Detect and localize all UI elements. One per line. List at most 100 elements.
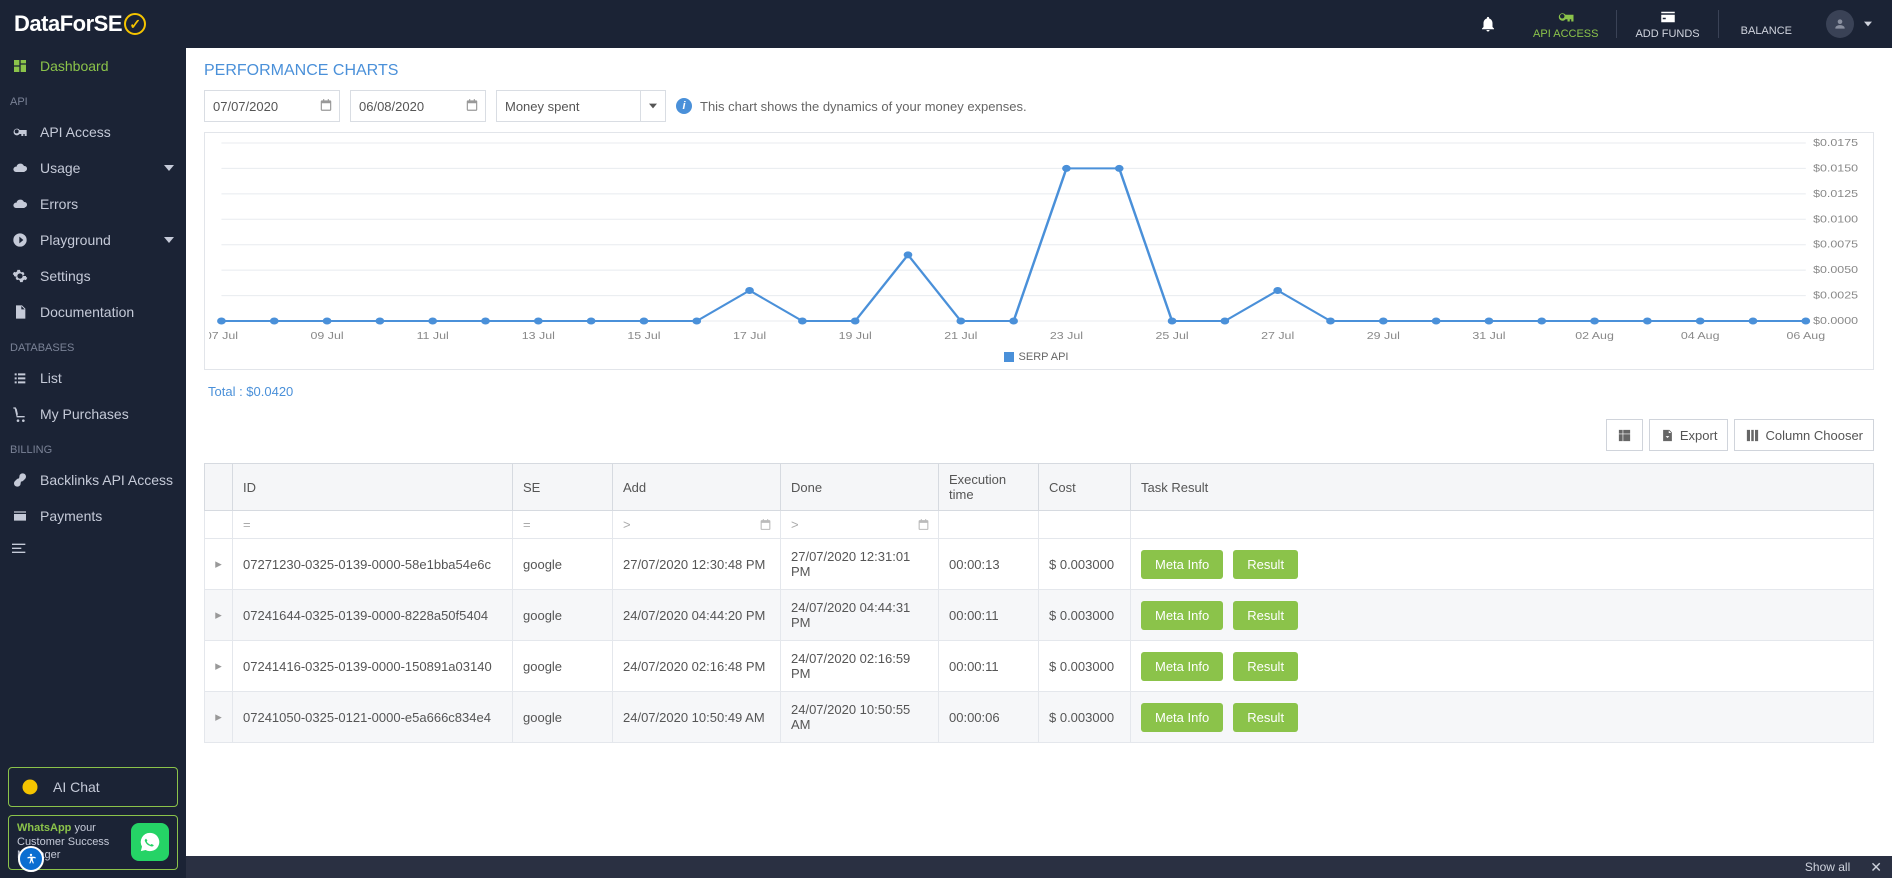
cell-exec: 00:00:06 <box>939 692 1039 743</box>
svg-text:17 Jul: 17 Jul <box>733 331 766 342</box>
col-header-exec[interactable]: Execution time <box>939 464 1039 511</box>
sidebar-item-documentation[interactable]: Documentation <box>0 294 186 330</box>
user-menu[interactable] <box>1814 10 1884 38</box>
calendar-icon <box>465 98 479 115</box>
avatar-icon <box>1826 10 1854 38</box>
sidebar-item-settings[interactable]: Settings <box>0 258 186 294</box>
chevron-down-icon <box>164 160 174 176</box>
svg-text:31 Jul: 31 Jul <box>1472 331 1505 342</box>
expand-toggle[interactable]: ▸ <box>205 590 233 641</box>
svg-text:15 Jul: 15 Jul <box>627 331 660 342</box>
result-button[interactable]: Result <box>1233 703 1298 732</box>
col-header-se[interactable]: SE <box>513 464 613 511</box>
logo-text-1: Data <box>14 11 60 37</box>
sidebar-item-list[interactable]: List <box>0 360 186 396</box>
meta-info-button[interactable]: Meta Info <box>1141 601 1223 630</box>
add-funds-label: ADD FUNDS <box>1635 28 1699 40</box>
filter-se[interactable]: = <box>513 511 613 539</box>
dashboard-icon <box>12 58 40 74</box>
sidebar-item-backlinks-api-access[interactable]: Backlinks API Access <box>0 462 186 498</box>
balance-block[interactable]: — BALANCE <box>1719 11 1814 37</box>
api-access-link[interactable]: API ACCESS <box>1515 0 1616 48</box>
legend-label: SERP API <box>1019 351 1069 363</box>
sidebar-section-api-title: API <box>0 84 186 114</box>
metric-select[interactable]: Money spent <box>496 90 666 122</box>
col-header-add[interactable]: Add <box>613 464 781 511</box>
notifications-button[interactable] <box>1461 0 1515 48</box>
svg-text:25 Jul: 25 Jul <box>1155 331 1188 342</box>
filter-exec[interactable] <box>939 511 1039 539</box>
filter-done[interactable]: > <box>781 511 939 539</box>
sidebar-item-playground[interactable]: Playground <box>0 222 186 258</box>
filter-cost[interactable] <box>1039 511 1131 539</box>
sidebar-item-errors[interactable]: Errors <box>0 186 186 222</box>
playground-icon <box>12 232 40 248</box>
sidebar-item-my-purchases[interactable]: My Purchases <box>0 396 186 432</box>
sidebar-section-billing-title: BILLING <box>0 432 186 462</box>
document-icon <box>12 304 40 320</box>
ai-chat-button[interactable]: AI Chat <box>8 767 178 807</box>
table-header-row: ID SE Add Done Execution time Cost Task … <box>205 464 1874 511</box>
sidebar-item-payments[interactable]: Payments <box>0 498 186 534</box>
expand-toggle[interactable]: ▸ <box>205 641 233 692</box>
date-from-value: 07/07/2020 <box>213 99 278 114</box>
svg-text:$0.0075: $0.0075 <box>1813 240 1858 251</box>
cell-done: 24/07/2020 02:16:59 PM <box>781 641 939 692</box>
accessibility-icon <box>24 852 38 866</box>
meta-info-button[interactable]: Meta Info <box>1141 652 1223 681</box>
sidebar: Dashboard API API Access Usage Errors Pl… <box>0 48 186 878</box>
svg-text:$0.0125: $0.0125 <box>1813 189 1858 200</box>
sidebar-item-label: Backlinks API Access <box>40 472 174 488</box>
sidebar-collapse-button[interactable] <box>0 534 186 566</box>
main-content: PERFORMANCE CHARTS 07/07/2020 06/08/2020… <box>186 48 1892 878</box>
accessibility-badge[interactable] <box>18 846 44 872</box>
chart-container: $0.0000$0.0025$0.0050$0.0075$0.0100$0.01… <box>204 132 1874 370</box>
cart-icon <box>12 406 40 422</box>
close-button[interactable]: ✕ <box>1870 859 1882 876</box>
add-funds-link[interactable]: ADD FUNDS <box>1617 0 1717 48</box>
svg-text:27 Jul: 27 Jul <box>1261 331 1294 342</box>
svg-text:23 Jul: 23 Jul <box>1050 331 1083 342</box>
col-header-id[interactable]: ID <box>233 464 513 511</box>
balance-label: BALANCE <box>1741 25 1792 37</box>
columns-icon <box>1745 428 1760 443</box>
date-from-input[interactable]: 07/07/2020 <box>204 90 340 122</box>
info-icon: i <box>676 98 692 114</box>
info-message: This chart shows the dynamics of your mo… <box>700 99 1027 114</box>
result-button[interactable]: Result <box>1233 550 1298 579</box>
sidebar-item-dashboard[interactable]: Dashboard <box>0 48 186 84</box>
expand-toggle[interactable]: ▸ <box>205 539 233 590</box>
filter-add[interactable]: > <box>613 511 781 539</box>
column-chooser-label: Column Chooser <box>1765 428 1863 443</box>
column-chooser-button[interactable]: Column Chooser <box>1734 419 1874 451</box>
sidebar-item-usage[interactable]: Usage <box>0 150 186 186</box>
grid-view-button[interactable] <box>1606 419 1643 451</box>
gear-icon <box>12 268 40 284</box>
caret-down-icon <box>640 91 657 121</box>
sidebar-item-label: Dashboard <box>40 58 174 74</box>
cell-cost: $ 0.003000 <box>1039 539 1131 590</box>
cell-id: 07241416-0325-0139-0000-150891a03140 <box>233 641 513 692</box>
calendar-icon <box>319 98 333 115</box>
meta-info-button[interactable]: Meta Info <box>1141 550 1223 579</box>
expand-toggle[interactable]: ▸ <box>205 692 233 743</box>
export-button[interactable]: Export <box>1649 419 1729 451</box>
sidebar-item-label: Playground <box>40 232 164 248</box>
logo[interactable]: DataForSE ✓ <box>8 11 146 37</box>
metric-selected-label: Money spent <box>505 99 579 114</box>
logo-text-2: For <box>60 11 94 37</box>
filter-id[interactable]: = <box>233 511 513 539</box>
col-header-cost[interactable]: Cost <box>1039 464 1131 511</box>
meta-info-button[interactable]: Meta Info <box>1141 703 1223 732</box>
result-button[interactable]: Result <box>1233 601 1298 630</box>
svg-text:13 Jul: 13 Jul <box>522 331 555 342</box>
col-header-done[interactable]: Done <box>781 464 939 511</box>
sidebar-item-api-access[interactable]: API Access <box>0 114 186 150</box>
result-button[interactable]: Result <box>1233 652 1298 681</box>
col-header-result[interactable]: Task Result <box>1131 464 1874 511</box>
svg-text:29 Jul: 29 Jul <box>1367 331 1400 342</box>
svg-text:09 Jul: 09 Jul <box>310 331 343 342</box>
show-all-button[interactable]: Show all <box>1805 860 1850 874</box>
date-to-input[interactable]: 06/08/2020 <box>350 90 486 122</box>
calendar-icon <box>759 518 772 534</box>
